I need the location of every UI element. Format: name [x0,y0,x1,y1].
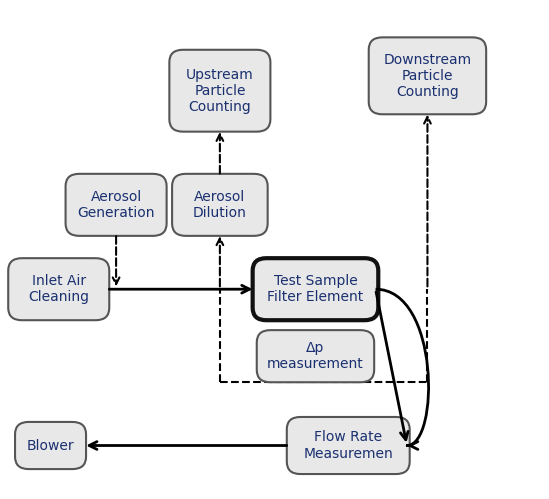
Text: Flow Rate
Measuremen: Flow Rate Measuremen [304,431,393,461]
FancyBboxPatch shape [8,258,109,320]
FancyBboxPatch shape [65,174,166,236]
Text: Δp
measurement: Δp measurement [267,341,364,371]
FancyBboxPatch shape [172,174,268,236]
Text: Downstream
Particle
Counting: Downstream Particle Counting [383,52,472,99]
Text: Blower: Blower [27,439,74,453]
FancyBboxPatch shape [169,50,271,132]
FancyBboxPatch shape [15,422,86,469]
FancyBboxPatch shape [253,258,378,320]
Text: Test Sample
Filter Element: Test Sample Filter Element [267,274,363,304]
FancyBboxPatch shape [257,330,374,382]
Text: Inlet Air
Cleaning: Inlet Air Cleaning [28,274,89,304]
FancyBboxPatch shape [287,417,410,474]
Text: Upstream
Particle
Counting: Upstream Particle Counting [186,67,254,114]
Text: Aerosol
Dilution: Aerosol Dilution [193,190,247,220]
Text: Aerosol
Generation: Aerosol Generation [77,190,155,220]
FancyBboxPatch shape [369,37,486,114]
